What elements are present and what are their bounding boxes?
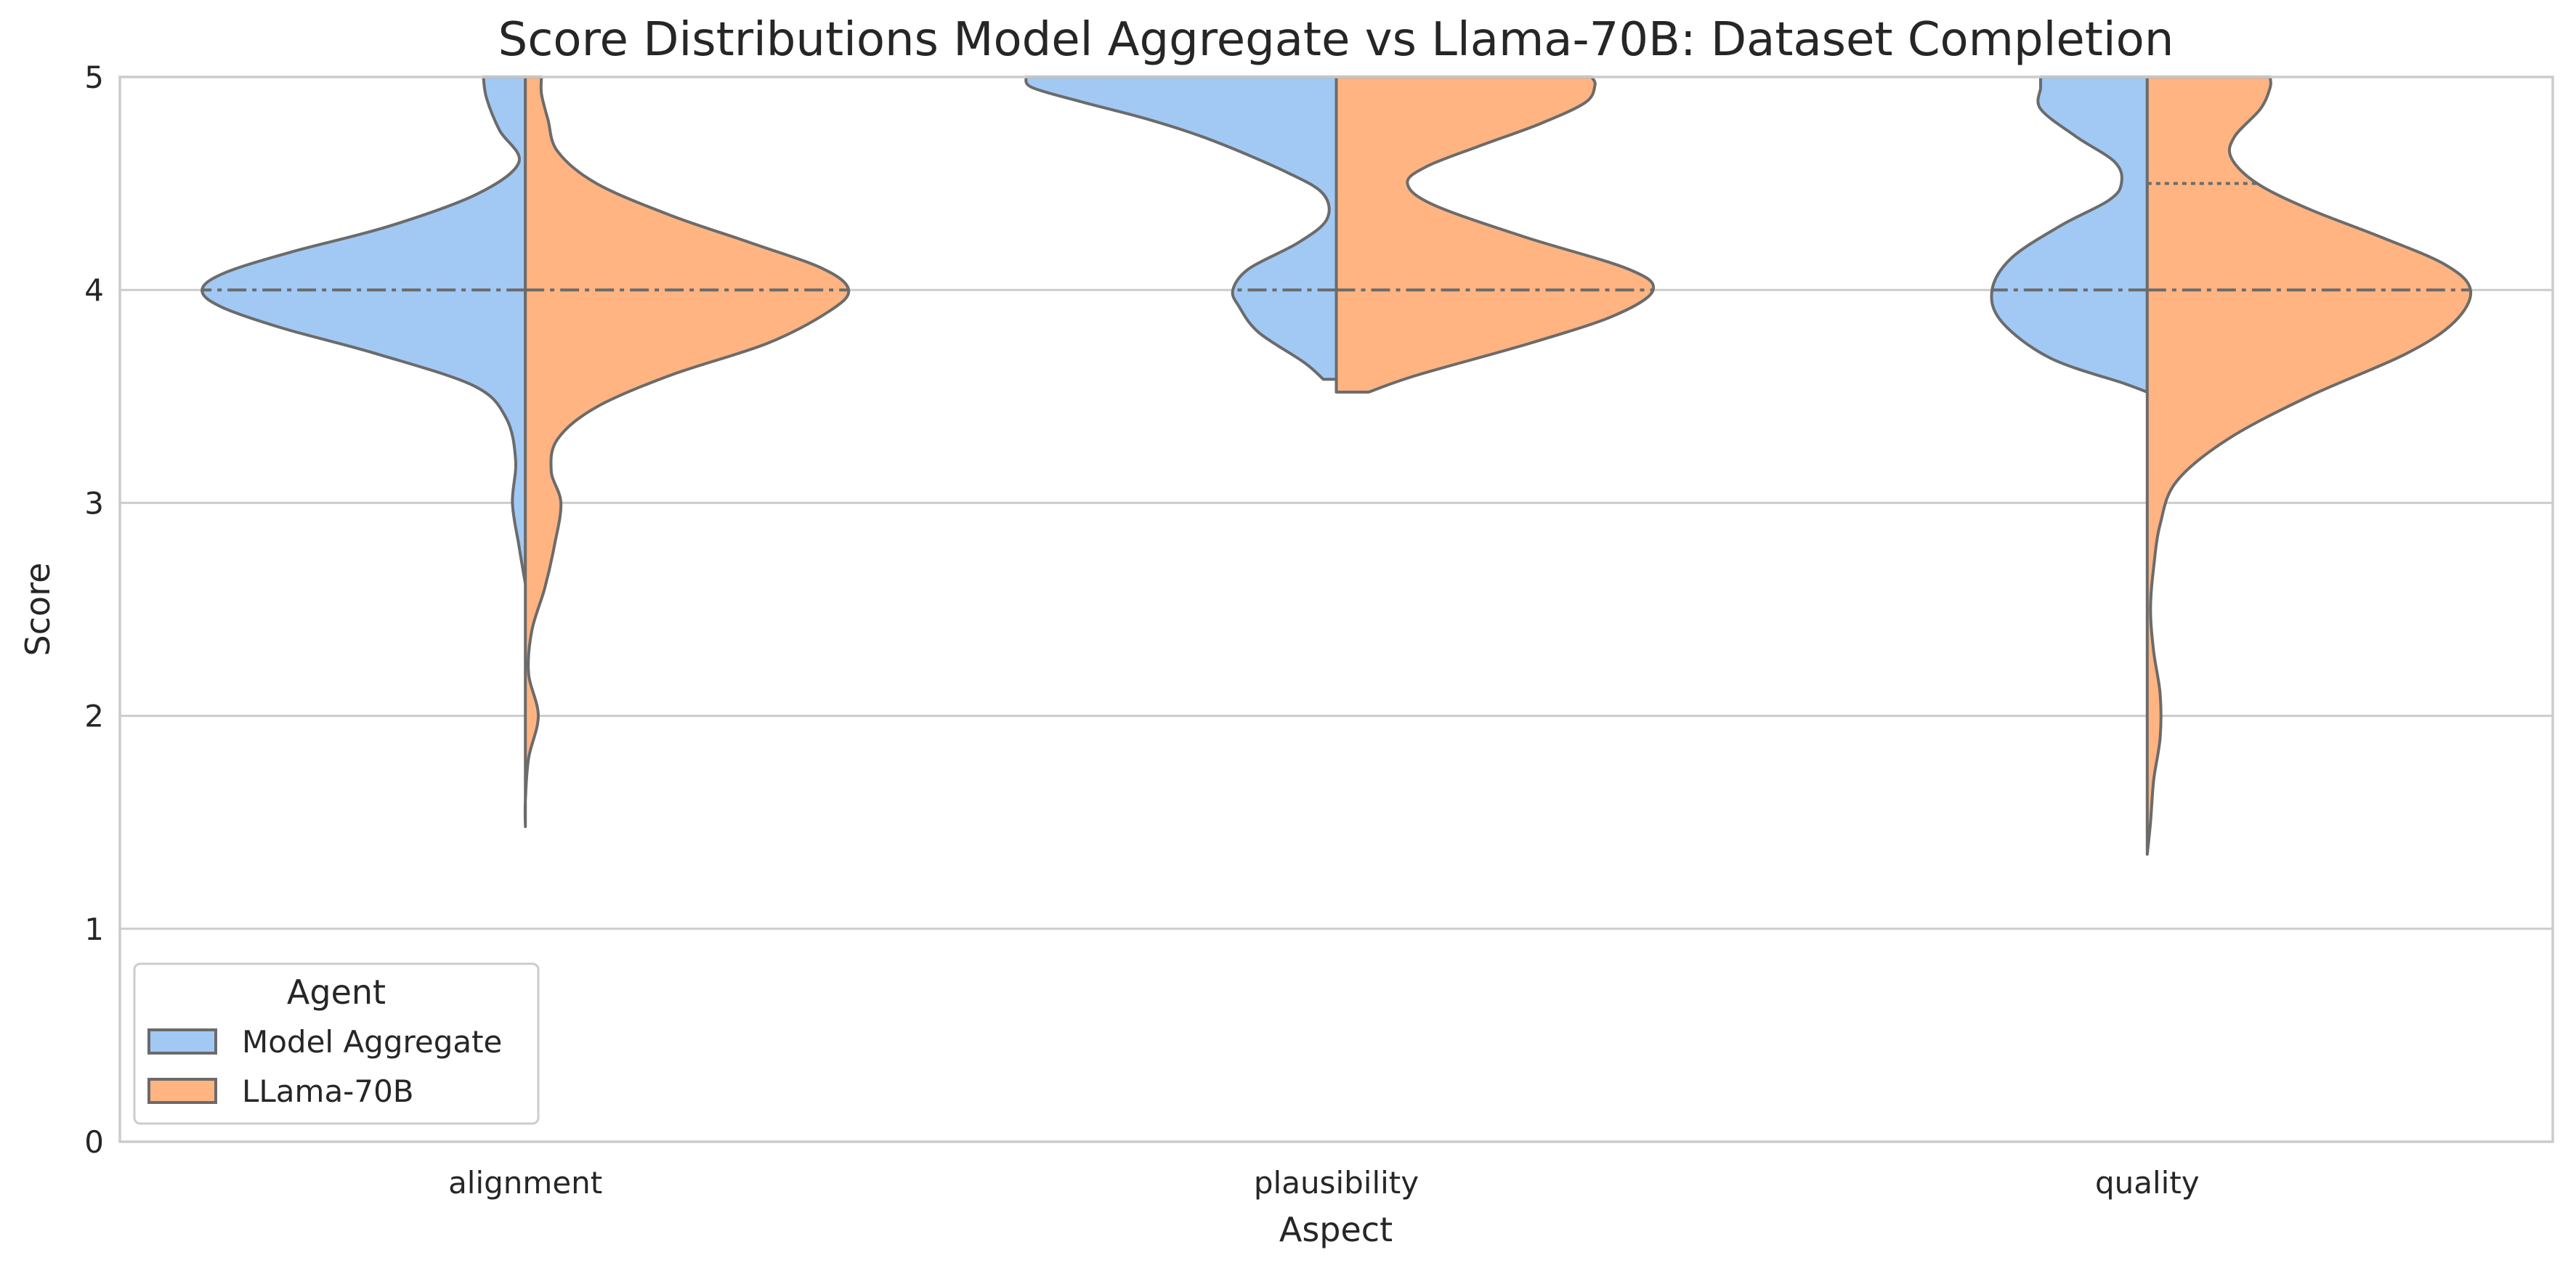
legend-label-llama-70b: LLama-70B xyxy=(242,1073,414,1109)
legend-box xyxy=(133,962,540,1125)
x-tick-label-alignment: alignment xyxy=(448,1165,602,1201)
violin-llama-70b-plausibility xyxy=(1334,76,1656,394)
y-tick-label-5: 5 xyxy=(84,60,104,95)
x-tick-label-plausibility: plausibility xyxy=(1254,1165,1419,1201)
y-tick-label-4: 4 xyxy=(84,272,104,308)
plot-frame xyxy=(118,76,2554,1143)
x-tick-label-quality: quality xyxy=(2095,1165,2200,1201)
y-axis-label: Score xyxy=(18,563,57,657)
y-tick-label-0: 0 xyxy=(84,1124,104,1160)
y-tick-label-2: 2 xyxy=(84,699,104,734)
legend-title: Agent xyxy=(287,972,386,1012)
violin-llama-70b-quality xyxy=(2145,76,2473,856)
violin-model-aggregate-quality xyxy=(1990,76,2149,394)
violins xyxy=(201,76,2473,856)
x-axis-label: Aspect xyxy=(1279,1210,1393,1249)
chart-title: Score Distributions Model Aggregate vs L… xyxy=(498,13,2174,67)
violin-model-aggregate-plausibility xyxy=(1024,76,1338,381)
y-tick-label-1: 1 xyxy=(84,911,104,947)
legend: Agent Model Aggregate LLama-70B xyxy=(133,962,540,1125)
y-tick-label-3: 3 xyxy=(84,485,104,521)
legend-label-model-aggregate: Model Aggregate xyxy=(242,1024,502,1060)
legend-swatch-model-aggregate xyxy=(147,1028,217,1055)
y-tick-labels: 0 1 2 3 4 5 xyxy=(84,60,104,1160)
violin-model-aggregate-alignment xyxy=(201,76,527,585)
x-tick-labels: alignment plausibility quality xyxy=(448,1165,2200,1201)
violin-llama-70b-alignment xyxy=(523,76,851,829)
legend-swatch-llama-70b xyxy=(147,1078,217,1104)
